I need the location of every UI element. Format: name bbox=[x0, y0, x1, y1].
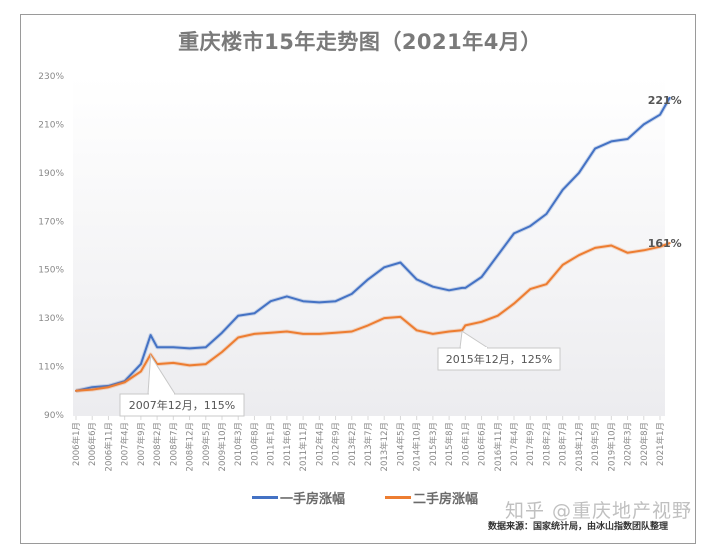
legend-item-second-hand[interactable]: 二手房涨幅 bbox=[385, 488, 478, 507]
legend-label-first-hand: 一手房涨幅 bbox=[280, 492, 346, 507]
series-lines bbox=[75, 96, 672, 393]
callout-text: 2007年12月，115% bbox=[129, 398, 235, 412]
x-tick-label: 2009年5月 bbox=[201, 422, 212, 466]
x-tick-label: 2013年12月 bbox=[379, 422, 390, 471]
y-tick-label: 150% bbox=[38, 266, 64, 276]
x-tick-label: 2019年5月 bbox=[590, 422, 601, 466]
x-tick-label: 2017年9月 bbox=[525, 422, 536, 466]
x-tick-label: 2006年6月 bbox=[87, 422, 98, 466]
callout-box bbox=[119, 393, 245, 417]
x-tick-label: 2011年1月 bbox=[266, 422, 277, 466]
legend-line-blue-icon bbox=[252, 496, 278, 499]
x-tick-label: 2015年3月 bbox=[428, 422, 439, 466]
y-tick-label: 190% bbox=[38, 169, 64, 179]
legend-item-first-hand[interactable]: 一手房涨幅 bbox=[252, 488, 345, 507]
x-tick-label: 2008年7月 bbox=[168, 422, 179, 466]
callout-text: 2015年12月，125% bbox=[446, 352, 552, 366]
x-tick-label: 2012年4月 bbox=[314, 422, 325, 466]
second-hand-line bbox=[75, 242, 671, 392]
callout-box bbox=[437, 347, 561, 371]
legend-label-second-hand: 二手房涨幅 bbox=[413, 492, 479, 507]
y-tick-label: 210% bbox=[38, 120, 64, 130]
x-tick-label: 2010年3月 bbox=[233, 422, 244, 466]
legend: 一手房涨幅 二手房涨幅 bbox=[252, 488, 478, 507]
x-axis: 2006年1月 2006年6月 2006年11月 2007年4月 2007年9月 2008… bbox=[71, 416, 666, 471]
x-tick-label: 2017年4月 bbox=[509, 422, 520, 466]
y-tick-label: 170% bbox=[38, 217, 64, 227]
watermark: 知乎 @重庆地产视野 bbox=[505, 500, 693, 522]
callouts: 2007年12月，115% 2015年12月，125% bbox=[119, 330, 561, 417]
x-tick-label: 2014年10月 bbox=[412, 422, 423, 471]
chart-title: 重庆楼市15年走势图（2021年4月） bbox=[178, 30, 542, 54]
end-label-first-hand: 221% bbox=[648, 94, 682, 107]
x-tick-label: 2014年5月 bbox=[395, 422, 406, 466]
y-axis: 90% 110% 130% 150% 170% 190% 210% 230% bbox=[38, 72, 64, 421]
x-tick-label: 2018年2月 bbox=[541, 422, 552, 466]
x-tick-label: 2011年6月 bbox=[282, 422, 293, 466]
x-tick-label: 2011年11月 bbox=[298, 422, 309, 471]
x-tick-label: 2006年1月 bbox=[71, 422, 82, 466]
x-tick-label: 2008年12月 bbox=[185, 422, 196, 471]
x-tick-label: 2013年2月 bbox=[347, 422, 358, 466]
x-tick-label: 2013年7月 bbox=[363, 422, 374, 466]
x-tick-label: 2012年9月 bbox=[331, 422, 342, 466]
x-tick-label: 2016年11月 bbox=[493, 422, 504, 471]
y-tick-label: 90% bbox=[44, 411, 64, 421]
x-tick-label: 2009年10月 bbox=[217, 422, 228, 471]
x-tick-label: 2020年8月 bbox=[639, 422, 650, 466]
y-tick-label: 130% bbox=[38, 314, 64, 324]
x-tick-label: 2010年8月 bbox=[249, 422, 260, 466]
x-tick-label: 2018年12月 bbox=[574, 422, 585, 471]
x-tick-label: 2021年1月 bbox=[655, 422, 666, 466]
x-tick-label: 2016年6月 bbox=[477, 422, 488, 466]
end-label-second-hand: 161% bbox=[648, 237, 682, 250]
x-tick-label: 2018年7月 bbox=[558, 422, 569, 466]
x-tick-label: 2019年10月 bbox=[606, 422, 617, 471]
x-tick-label: 2006年11月 bbox=[103, 422, 114, 471]
x-tick-label: 2007年9月 bbox=[136, 422, 147, 466]
x-tick-label: 2020年3月 bbox=[623, 422, 634, 466]
x-tick-label: 2015年8月 bbox=[444, 422, 455, 466]
plot-area bbox=[73, 76, 665, 416]
x-tick-label: 2007年4月 bbox=[120, 422, 131, 466]
y-tick-label: 230% bbox=[38, 72, 64, 82]
data-source: 数据来源：国家统计局，由冰山指数团队整理 bbox=[488, 522, 669, 532]
first-hand-line bbox=[75, 96, 671, 392]
end-labels: 221% 161% bbox=[648, 94, 682, 250]
x-tick-label: 2008年2月 bbox=[152, 422, 163, 466]
y-tick-label: 110% bbox=[38, 363, 64, 373]
legend-line-orange-icon bbox=[385, 496, 412, 499]
x-tick-label: 2016年1月 bbox=[460, 422, 471, 466]
